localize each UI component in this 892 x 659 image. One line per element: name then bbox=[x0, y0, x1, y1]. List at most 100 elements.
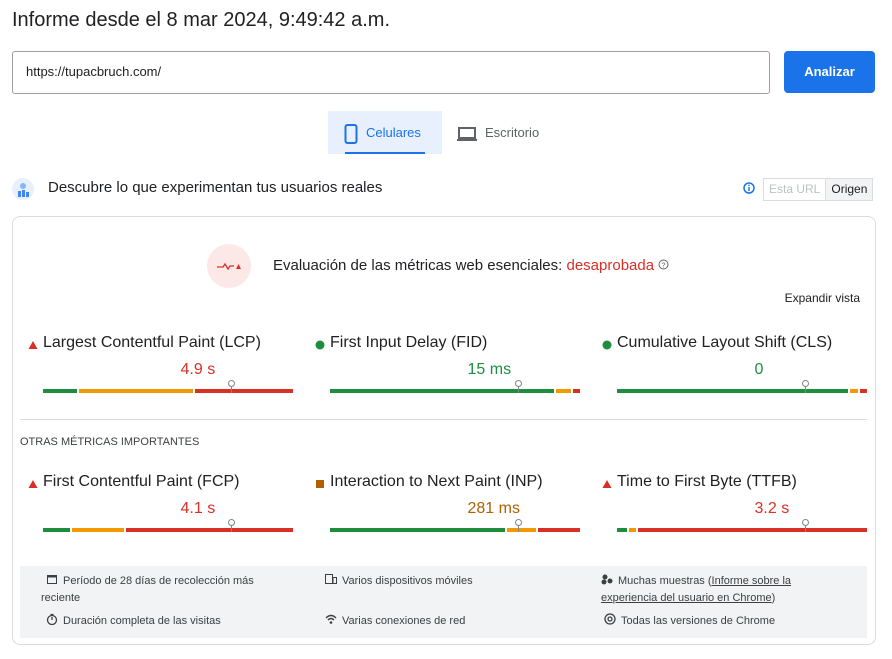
laptop-icon bbox=[457, 126, 477, 141]
assessment-label: Evaluación de las métricas web esenciale… bbox=[273, 257, 563, 274]
distribution-segment bbox=[850, 389, 858, 393]
phone-icon bbox=[344, 123, 358, 144]
svg-text:?: ? bbox=[662, 263, 666, 270]
metric-name[interactable]: Cumulative Layout Shift (CLS) bbox=[617, 334, 833, 351]
distribution-segment bbox=[617, 389, 849, 393]
status-icon bbox=[602, 476, 612, 488]
assessment-status: desaprobada bbox=[566, 257, 655, 274]
p75-marker-dot bbox=[801, 380, 809, 387]
footer-text: ) bbox=[771, 592, 776, 604]
metric-value: 4.9 s bbox=[180, 361, 216, 378]
toggle-origin[interactable]: Origen bbox=[825, 179, 873, 200]
distribution-segment bbox=[43, 528, 71, 532]
footer-icon bbox=[604, 613, 616, 625]
status-shape bbox=[602, 480, 612, 488]
help-icon: ? bbox=[658, 259, 669, 270]
footer-item: Duración completa de las visitas bbox=[46, 613, 286, 630]
url-input[interactable]: https://tupacbruch.com/ bbox=[12, 51, 770, 94]
status-icon bbox=[602, 337, 612, 350]
footer-icon bbox=[325, 614, 337, 624]
users-icon bbox=[12, 178, 34, 200]
tab-desktop[interactable]: Escritorio bbox=[457, 111, 567, 154]
metric-name[interactable]: Time to First Byte (TTFB) bbox=[617, 473, 797, 490]
distribution-bar bbox=[617, 389, 867, 393]
status-shape bbox=[28, 480, 38, 488]
footer-item: Varias conexiones de red bbox=[325, 613, 565, 630]
footer-text: Duración completa de las visitas bbox=[63, 615, 221, 627]
footer-item: Muchas muestras (Informe sobre la experi… bbox=[601, 573, 821, 607]
p75-marker-dot bbox=[514, 519, 522, 526]
footer-text: Período de 28 días de recolección más re… bbox=[41, 575, 254, 604]
status-shape bbox=[315, 340, 325, 350]
distribution-segment bbox=[628, 528, 637, 532]
info-icon bbox=[743, 182, 755, 194]
distribution-segment bbox=[43, 389, 78, 393]
distribution-segment bbox=[330, 528, 505, 532]
p75-marker bbox=[517, 384, 519, 393]
p75-marker-dot bbox=[227, 519, 235, 526]
tab-mobile[interactable]: Celulares bbox=[328, 111, 442, 154]
distribution-segment bbox=[859, 389, 867, 393]
metric-name[interactable]: First Contentful Paint (FCP) bbox=[43, 473, 240, 490]
distribution-segment bbox=[194, 389, 293, 393]
distribution-segment bbox=[72, 528, 124, 532]
report-title: Informe desde el 8 mar 2024, 9:49:42 a.m… bbox=[12, 9, 390, 31]
footer-text: Varias conexiones de red bbox=[342, 615, 466, 627]
footer-icon bbox=[46, 613, 58, 626]
distribution-segment bbox=[538, 528, 580, 532]
footer-text: Todas las versiones de Chrome bbox=[621, 615, 776, 627]
status-shape bbox=[316, 480, 324, 488]
footer-icon bbox=[601, 574, 613, 585]
status-icon bbox=[315, 337, 325, 350]
distribution-segment bbox=[617, 528, 627, 532]
p75-marker-dot bbox=[514, 380, 522, 387]
footer-text: Muchas muestras ( bbox=[618, 575, 712, 587]
section-title: Descubre lo que experimentan tus usuario… bbox=[48, 179, 383, 196]
metric-value: 4.1 s bbox=[180, 500, 216, 517]
status-icon bbox=[28, 476, 38, 488]
tab-underline bbox=[345, 152, 425, 154]
other-heading: OTRAS MÉTRICAS IMPORTANTES bbox=[20, 436, 200, 448]
status-shape bbox=[28, 341, 38, 349]
footer-icon bbox=[325, 574, 337, 584]
metrics-card bbox=[12, 216, 876, 645]
distribution-bar bbox=[43, 389, 293, 393]
distribution-segment bbox=[79, 389, 193, 393]
distribution-bar bbox=[43, 528, 293, 532]
footer-text: Varios dispositivos móviles bbox=[342, 575, 473, 587]
metric-value: 15 ms bbox=[467, 361, 512, 378]
metric-name[interactable]: Largest Contentful Paint (LCP) bbox=[43, 334, 261, 351]
divider bbox=[20, 419, 867, 420]
distribution-segment bbox=[638, 528, 867, 532]
scope-toggle: Esta URL Origen bbox=[763, 178, 874, 201]
metric-name[interactable]: First Input Delay (FID) bbox=[330, 334, 488, 351]
assessment-icon bbox=[207, 244, 251, 288]
p75-marker bbox=[804, 523, 806, 532]
footer bbox=[20, 566, 867, 638]
p75-marker bbox=[230, 523, 232, 532]
distribution-segment bbox=[572, 389, 580, 393]
distribution-segment bbox=[125, 528, 293, 532]
status-shape bbox=[602, 340, 612, 350]
distribution-segment bbox=[506, 528, 537, 532]
status-icon bbox=[28, 337, 38, 349]
metric-value: 0 bbox=[754, 361, 764, 378]
metric-value: 281 ms bbox=[467, 500, 520, 517]
p75-marker-dot bbox=[227, 380, 235, 387]
metric-name[interactable]: Interaction to Next Paint (INP) bbox=[330, 473, 543, 490]
p75-marker bbox=[230, 384, 232, 393]
expand-view[interactable]: Expandir vista bbox=[784, 291, 860, 305]
footer-item: Todas las versiones de Chrome bbox=[604, 613, 844, 630]
distribution-segment bbox=[330, 389, 554, 393]
p75-marker-dot bbox=[801, 519, 809, 526]
metric-value: 3.2 s bbox=[754, 500, 790, 517]
distribution-segment bbox=[555, 389, 571, 393]
footer-item: Período de 28 días de recolección más re… bbox=[41, 573, 281, 607]
distribution-bar bbox=[617, 528, 867, 532]
analyze-button[interactable]: Analizar bbox=[784, 51, 875, 93]
footer-icon bbox=[47, 575, 57, 584]
toggle-url[interactable]: Esta URL bbox=[769, 182, 821, 196]
assessment: Evaluación de las métricas web esenciale… bbox=[273, 257, 669, 274]
tab-label: Escritorio bbox=[485, 125, 540, 140]
footer-link[interactable]: Informe sobre la experiencia del usuario… bbox=[601, 575, 792, 604]
